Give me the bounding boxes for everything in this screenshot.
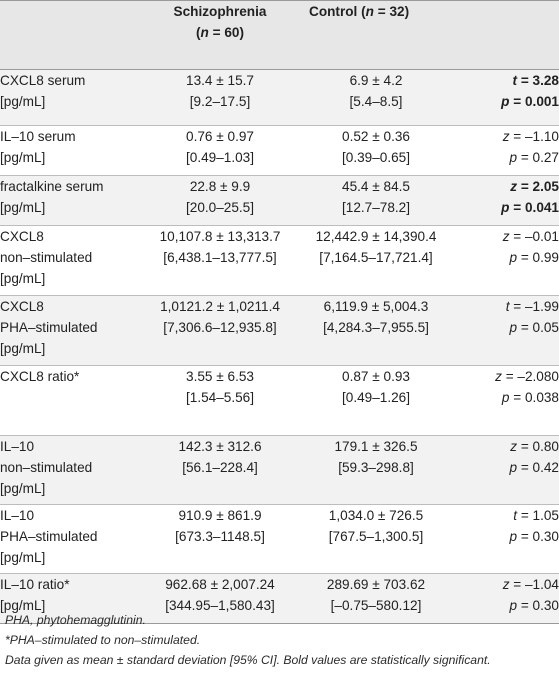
header-schizophrenia: Schizophrenia (n = 60) bbox=[173, 4, 267, 40]
header-variable bbox=[0, 1, 145, 70]
row-label: IL–10 serum [pg/mL] bbox=[0, 129, 76, 165]
test-statistic: z = –2.080 p = 0.038 bbox=[495, 369, 559, 405]
row-label: CXCL8 PHA–stimulated [pg/mL] bbox=[0, 299, 98, 356]
test-statistic: t = 3.28 p = 0.001 bbox=[501, 73, 559, 109]
schizophrenia-value: 10,107.8 ± 13,313.7 [6,438.1–13,777.5] bbox=[159, 229, 281, 265]
test-statistic: z = –0.01 p = 0.99 bbox=[502, 229, 559, 265]
row-label: IL–10 ratio* [pg/mL] bbox=[0, 577, 70, 613]
row-label: CXCL8 non–stimulated [pg/mL] bbox=[0, 229, 93, 286]
test-statistic: z = 0.80 p = 0.42 bbox=[509, 439, 559, 475]
control-value: 0.87 ± 0.93 [0.49–1.26] bbox=[341, 369, 411, 405]
schizophrenia-value: 0.76 ± 0.97 [0.49–1.03] bbox=[185, 129, 255, 165]
schizophrenia-value: 962.68 ± 2,007.24 [344.95–1,580.43] bbox=[165, 577, 275, 613]
table-row: CXCL8 serum [pg/mL] 13.4 ± 15.7 [9.2–17.5]… bbox=[0, 69, 559, 126]
schizophrenia-value: 3.55 ± 6.53 [1.54–5.56] bbox=[185, 369, 255, 405]
row-label: CXCL8 serum [pg/mL] bbox=[0, 73, 86, 109]
row-label: CXCL8 ratio* bbox=[0, 369, 80, 384]
header-control: Control (n = 32) bbox=[309, 4, 410, 19]
results-table: Schizophrenia (n = 60) Control (n = 32) … bbox=[0, 0, 559, 624]
table-header-row: Schizophrenia (n = 60) Control (n = 32) bbox=[0, 0, 559, 70]
control-value: 12,442.9 ± 14,390.4 [7,164.5–17,721.4] bbox=[315, 229, 437, 265]
test-statistic: z = –1.04 p = 0.30 bbox=[502, 577, 559, 613]
control-value: 6.9 ± 4.2 [5.4–8.5] bbox=[349, 73, 403, 109]
footnote-ratio: *PHA–stimulated to non–stimulated. bbox=[5, 633, 201, 647]
table-row: CXCL8 ratio* 3.55 ± 6.53 [1.54–5.56] 0.87… bbox=[0, 366, 559, 436]
table-row: IL–10 ratio* [pg/mL] 962.68 ± 2,007.24 [34… bbox=[0, 573, 559, 624]
table-footnotes: PHA, phytohemagglutinin. *PHA–stimulated… bbox=[5, 610, 557, 670]
test-statistic: t = –1.99 p = 0.05 bbox=[505, 299, 559, 335]
schizophrenia-value: 142.3 ± 312.6 [56.1–228.4] bbox=[178, 439, 262, 475]
control-value: 1,034.0 ± 726.5 [767.5–1,300.5] bbox=[328, 508, 424, 544]
schizophrenia-value: 1,0121.2 ± 1,0211.4 [7,306.6–12,935.8] bbox=[160, 299, 280, 335]
footnote-data-description: Data given as mean ± standard deviation … bbox=[5, 653, 491, 667]
table-row: IL–10 serum [pg/mL] 0.76 ± 0.97 [0.49–1.03… bbox=[0, 126, 559, 176]
table-row: CXCL8 non–stimulated [pg/mL] 10,107.8 ± 13… bbox=[0, 226, 559, 296]
test-statistic: t = 1.05 p = 0.30 bbox=[509, 508, 559, 544]
table-row: fractalkine serum [pg/mL] 22.8 ± 9.9 [20.0… bbox=[0, 175, 559, 226]
control-value: 45.4 ± 84.5 [12.7–78.2] bbox=[341, 179, 411, 215]
test-statistic: z = –1.10 p = 0.27 bbox=[502, 129, 559, 165]
schizophrenia-value: 13.4 ± 15.7 [9.2–17.5] bbox=[186, 73, 254, 109]
footnote-abbreviation: PHA, phytohemagglutinin. bbox=[5, 613, 146, 627]
schizophrenia-value: 910.9 ± 861.9 [673.3–1148.5] bbox=[175, 508, 265, 544]
control-value: 179.1 ± 326.5 [59.3–298.8] bbox=[334, 439, 418, 475]
row-label: IL–10 non–stimulated [pg/mL] bbox=[0, 439, 93, 496]
control-value: 289.69 ± 703.62 [–0.75–580.12] bbox=[326, 577, 426, 613]
table-row: IL–10 non–stimulated [pg/mL] 142.3 ± 312.6… bbox=[0, 435, 559, 505]
schizophrenia-value: 22.8 ± 9.9 [20.0–25.5] bbox=[185, 179, 255, 215]
control-value: 6,119.9 ± 5,004.3 [4,284.3–7,955.5] bbox=[323, 299, 429, 335]
test-statistic: z = 2.05 p = 0.041 bbox=[501, 179, 559, 215]
table-row: IL–10 PHA–stimulated [pg/mL] 910.9 ± 861.9… bbox=[0, 505, 559, 574]
row-label: fractalkine serum [pg/mL] bbox=[0, 179, 104, 215]
header-statistic bbox=[457, 1, 559, 70]
control-value: 0.52 ± 0.36 [0.39–0.65] bbox=[341, 129, 411, 165]
row-label: IL–10 PHA–stimulated [pg/mL] bbox=[0, 508, 98, 565]
table-row: CXCL8 PHA–stimulated [pg/mL] 1,0121.2 ± 1,… bbox=[0, 295, 559, 366]
